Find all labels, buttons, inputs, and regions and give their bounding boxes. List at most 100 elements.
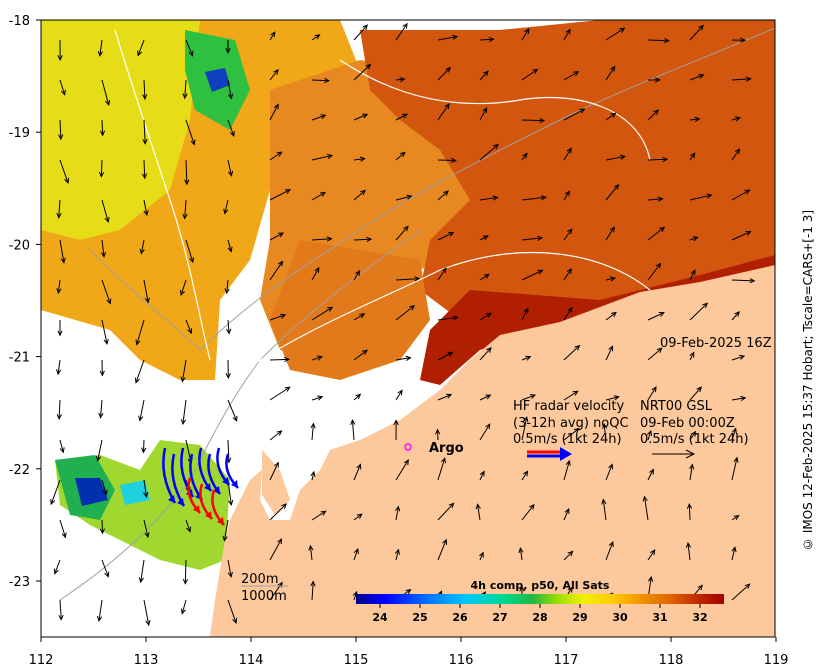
velocity-arrow bbox=[99, 359, 105, 377]
velocity-arrow bbox=[563, 459, 571, 481]
velocity-arrow bbox=[269, 232, 285, 241]
velocity-arrow bbox=[101, 479, 108, 496]
radar-arrow bbox=[171, 453, 186, 507]
velocity-arrow bbox=[142, 79, 148, 101]
velocity-arrow bbox=[563, 390, 579, 401]
colorbar-tick-label: 24 bbox=[372, 611, 388, 624]
velocity-arrow bbox=[437, 34, 459, 41]
velocity-arrow bbox=[602, 423, 608, 441]
velocity-arrow bbox=[58, 599, 64, 621]
velocity-arrow bbox=[353, 269, 361, 281]
velocity-arrow bbox=[311, 191, 327, 201]
velocity-arrow bbox=[395, 113, 409, 121]
velocity-arrow bbox=[563, 344, 581, 361]
velocity-arrow bbox=[308, 544, 314, 561]
velocity-arrow bbox=[731, 76, 752, 82]
velocity-arrow bbox=[269, 189, 292, 201]
velocity-arrow bbox=[269, 356, 290, 363]
velocity-arrow bbox=[521, 269, 544, 281]
y-tick-label: -19 bbox=[9, 126, 30, 141]
velocity-arrow bbox=[227, 599, 238, 625]
velocity-arrow bbox=[224, 279, 230, 295]
velocity-arrow bbox=[731, 514, 740, 521]
velocity-arrow bbox=[479, 235, 489, 241]
velocity-arrow bbox=[227, 119, 235, 138]
velocity-arrow bbox=[353, 393, 362, 401]
colorbar-tick-label: 30 bbox=[612, 611, 628, 624]
map-plot-area bbox=[41, 20, 775, 637]
hf-legend-arrow bbox=[527, 447, 572, 461]
velocity-arrow bbox=[269, 461, 279, 481]
x-tick-label: 117 bbox=[554, 653, 579, 668]
velocity-arrow bbox=[437, 103, 450, 121]
velocity-arrow bbox=[353, 547, 359, 561]
velocity-arrow bbox=[353, 513, 363, 521]
velocity-arrow bbox=[689, 269, 696, 281]
velocity-arrow bbox=[269, 386, 291, 401]
velocity-arrow bbox=[58, 119, 64, 141]
x-tick-label: 114 bbox=[239, 653, 264, 668]
plot-frame bbox=[40, 19, 776, 638]
velocity-arrow bbox=[435, 428, 441, 441]
velocity-arrow bbox=[647, 226, 666, 241]
sst-patch-sw-blue bbox=[75, 478, 108, 506]
velocity-arrow bbox=[647, 468, 654, 481]
velocity-arrow bbox=[225, 359, 231, 379]
isotherm-white-3 bbox=[229, 251, 651, 381]
depth-label-200m: 200m bbox=[241, 572, 278, 587]
velocity-arrow bbox=[605, 183, 620, 201]
velocity-arrow bbox=[563, 28, 571, 41]
y-tick-label: -20 bbox=[9, 238, 30, 253]
velocity-arrow bbox=[563, 147, 572, 161]
velocity-arrow bbox=[605, 154, 626, 161]
velocity-arrow bbox=[269, 538, 283, 561]
colorbar-tick-label: 25 bbox=[412, 611, 427, 624]
velocity-arrow bbox=[437, 190, 449, 201]
velocity-arrow bbox=[647, 156, 669, 163]
velocity-arrow bbox=[731, 278, 756, 284]
velocity-arrow bbox=[689, 463, 695, 481]
velocity-arrow bbox=[731, 395, 747, 402]
nrt-legend-line-2: 09-Feb 00:00Z bbox=[640, 416, 735, 431]
radar-arrow bbox=[211, 489, 225, 526]
velocity-arrow bbox=[353, 313, 366, 321]
velocity-arrow bbox=[605, 463, 614, 481]
velocity-arrow bbox=[605, 540, 614, 561]
velocity-arrow bbox=[227, 159, 234, 177]
velocity-arrow bbox=[50, 479, 61, 506]
velocity-arrow bbox=[395, 151, 406, 161]
velocity-arrow bbox=[394, 548, 400, 561]
velocity-arrow bbox=[647, 37, 670, 44]
sst-patch-blue-north bbox=[205, 68, 230, 92]
velocity-arrow bbox=[395, 76, 406, 83]
velocity-arrow bbox=[310, 470, 316, 481]
velocity-arrow bbox=[353, 63, 372, 81]
velocity-arrow bbox=[101, 279, 112, 305]
radar-arrow bbox=[225, 453, 239, 489]
velocity-arrow bbox=[731, 583, 751, 601]
velocity-arrow bbox=[395, 276, 421, 282]
contour-200m bbox=[89, 27, 775, 351]
velocity-arrow bbox=[395, 389, 403, 401]
sst-patch-yellow bbox=[41, 20, 200, 240]
velocity-arrow bbox=[563, 267, 572, 281]
velocity-arrow bbox=[521, 152, 528, 161]
velocity-arrow bbox=[479, 312, 493, 321]
velocity-arrow bbox=[311, 77, 331, 84]
sst-patch-sw-cyan bbox=[120, 480, 150, 505]
velocity-arrow bbox=[350, 419, 356, 441]
y-axis: -18 -19 -20 -21 -22 -23 bbox=[9, 14, 41, 590]
velocity-arrow bbox=[689, 430, 697, 441]
velocity-arrow bbox=[475, 503, 481, 521]
velocity-arrow bbox=[395, 505, 401, 521]
velocity-arrow bbox=[182, 79, 188, 100]
velocity-arrow bbox=[56, 359, 62, 376]
velocity-arrow bbox=[99, 519, 105, 535]
sst-colorbar: 4h comp, p50, All Sats 24 25 26 27 28 29 30 31 3… bbox=[356, 579, 724, 624]
hf-legend-line-3: 0.5m/s (1kt 24h) bbox=[513, 432, 622, 447]
x-tick-label: 118 bbox=[659, 653, 684, 668]
velocity-arrow bbox=[269, 430, 283, 441]
velocity-arrow bbox=[353, 24, 368, 41]
velocity-arrow bbox=[521, 117, 546, 124]
